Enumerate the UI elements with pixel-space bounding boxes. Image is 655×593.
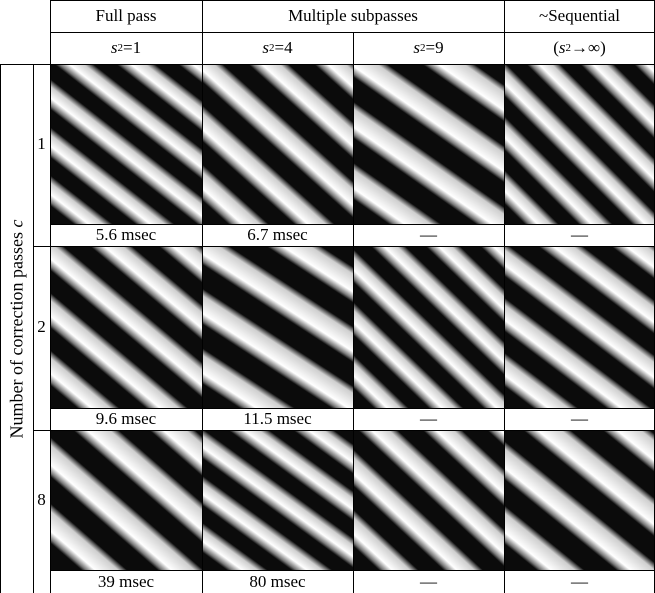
texture-image (354, 65, 504, 224)
rule (33, 430, 655, 431)
texture-image (505, 65, 655, 224)
texture-image (203, 247, 353, 408)
timing: — (504, 224, 655, 246)
column-group-header: ~Sequential (504, 0, 655, 32)
timing: — (353, 408, 504, 430)
figure: Number of correction passes c Full passM… (0, 0, 655, 593)
variable: s (559, 38, 566, 58)
timing: — (504, 570, 655, 593)
timing: 39 msec (50, 570, 202, 593)
texture-image (203, 65, 353, 224)
row-axis-variable: c (6, 219, 26, 227)
texture-image (203, 431, 353, 570)
timing: — (353, 224, 504, 246)
rule (504, 0, 505, 593)
value: =9 (426, 38, 444, 58)
texture-image (51, 431, 202, 570)
row-axis-label: Number of correction passes c (0, 64, 33, 593)
column-group-header: Full pass (50, 0, 202, 32)
timing: — (353, 570, 504, 593)
rule (50, 0, 655, 1)
texture-image (51, 65, 202, 224)
value: =4 (275, 38, 293, 58)
row-label: 1 (33, 64, 50, 224)
row-label: 2 (33, 246, 50, 408)
timing: 9.6 msec (50, 408, 202, 430)
variable: s (111, 38, 118, 58)
timing: 6.7 msec (202, 224, 353, 246)
column-group-header: Multiple subpasses (202, 0, 504, 32)
timing: 11.5 msec (202, 408, 353, 430)
variable: s (262, 38, 269, 58)
rule (33, 246, 655, 247)
rule (33, 64, 34, 593)
texture-image (505, 431, 655, 570)
rule (353, 32, 354, 593)
rule (202, 0, 203, 593)
texture-image (354, 247, 504, 408)
variable: s (413, 38, 420, 58)
value: =1 (123, 38, 141, 58)
rule (50, 0, 51, 593)
timing: 80 msec (202, 570, 353, 593)
rule (0, 64, 1, 593)
timing: 5.6 msec (50, 224, 202, 246)
timing: — (504, 408, 655, 430)
rule (0, 64, 655, 65)
texture-image (51, 247, 202, 408)
texture-image (505, 247, 655, 408)
row-label: 8 (33, 430, 50, 570)
texture-image (354, 431, 504, 570)
value: →∞) (571, 38, 606, 58)
row-axis-text: Number of correction passes (6, 232, 26, 438)
